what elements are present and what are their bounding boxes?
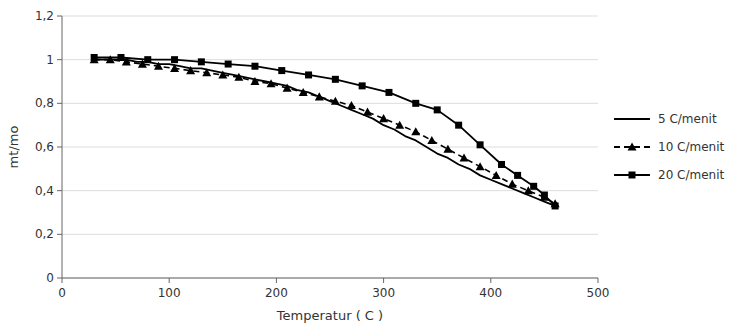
y-tick <box>57 16 62 17</box>
y-tick <box>57 103 62 104</box>
y-tick-label: 1,2 <box>35 9 54 23</box>
series-marker <box>106 55 115 63</box>
series-marker <box>332 76 339 83</box>
legend-marker <box>629 172 636 179</box>
series-line <box>94 60 555 204</box>
series-marker <box>283 84 292 92</box>
series-marker <box>251 63 258 70</box>
series-marker <box>508 180 517 188</box>
x-tick-label: 0 <box>58 286 66 300</box>
series-line <box>94 57 555 205</box>
grid-line <box>62 16 598 17</box>
x-tick <box>383 278 384 283</box>
series-marker <box>171 56 178 63</box>
x-tick <box>169 278 170 283</box>
series-marker <box>552 202 559 209</box>
legend-swatch <box>614 118 650 120</box>
series-marker <box>305 71 312 78</box>
series-marker <box>117 54 124 61</box>
x-axis-label: Temperatur ( C ) <box>276 308 383 323</box>
y-tick-label: 0,8 <box>35 96 54 110</box>
plot-area <box>90 54 560 209</box>
series-marker <box>455 122 462 129</box>
y-tick <box>57 278 62 279</box>
series-marker <box>299 88 308 96</box>
series-marker <box>250 77 259 85</box>
series-marker <box>476 162 485 170</box>
series-marker <box>395 121 404 129</box>
series-marker <box>170 64 179 72</box>
grid-line <box>62 147 598 148</box>
series-marker <box>218 70 227 78</box>
legend-label: 10 C/menit <box>658 140 725 154</box>
x-tick <box>62 278 63 283</box>
series-marker <box>379 114 388 122</box>
y-tick-label: 0,6 <box>35 140 54 154</box>
x-tick-label: 100 <box>158 286 181 300</box>
series-marker <box>202 68 211 76</box>
series-marker <box>154 62 163 70</box>
x-tick <box>490 278 491 283</box>
series-marker <box>198 58 205 65</box>
series-marker <box>427 136 436 144</box>
x-tick-label: 500 <box>587 286 610 300</box>
x-tick-label: 400 <box>479 286 502 300</box>
y-axis-label: mt/mo <box>6 126 21 169</box>
grid-line <box>62 278 598 279</box>
series-marker <box>359 82 366 89</box>
series-marker <box>412 100 419 107</box>
series-marker <box>347 101 356 109</box>
series-marker <box>363 108 372 116</box>
legend-label: 5 C/menit <box>658 112 717 126</box>
legend-marker <box>628 143 637 151</box>
legend-label: 20 C/menit <box>658 168 725 182</box>
y-tick-label: 0 <box>46 271 54 285</box>
series-marker <box>434 106 441 113</box>
series-marker <box>530 183 537 190</box>
x-axis-line <box>62 278 598 279</box>
series-marker <box>91 54 98 61</box>
series-marker <box>278 67 285 74</box>
grid-line <box>62 103 598 104</box>
x-tick-label: 300 <box>372 286 395 300</box>
axes: 0 0,2 0,4 0,6 0,8 1 1,2 0 100 200 300 400 500 <box>35 9 610 300</box>
y-tick <box>57 190 62 191</box>
x-tick <box>598 278 599 283</box>
x-tick <box>276 278 277 283</box>
y-tick-label: 1 <box>46 53 54 67</box>
series-marker <box>385 89 392 96</box>
series-marker <box>514 172 521 179</box>
series-line <box>94 60 555 206</box>
series-marker <box>315 92 324 100</box>
series-marker <box>460 153 469 161</box>
y-tick <box>57 234 62 235</box>
series-marker <box>331 97 340 105</box>
grid <box>62 16 598 278</box>
y-tick <box>57 147 62 148</box>
y-axis-line <box>62 16 63 278</box>
series-marker <box>498 161 505 168</box>
series-marker <box>443 145 452 153</box>
series-marker <box>186 66 195 74</box>
series-marker <box>234 73 243 81</box>
series-marker <box>225 61 232 68</box>
legend: 5 C/menit 10 C/menit 20 C/menit <box>614 112 725 182</box>
series-marker <box>144 56 151 63</box>
series-marker <box>267 79 276 87</box>
y-tick-label: 0,2 <box>35 227 54 241</box>
series-marker <box>541 192 548 199</box>
y-tick <box>57 59 62 60</box>
grid-line <box>62 234 598 235</box>
y-tick-label: 0,4 <box>35 184 54 198</box>
x-tick-label: 200 <box>265 286 288 300</box>
chart: 0 0,2 0,4 0,6 0,8 1 1,2 0 100 200 300 400 500 Tempera… <box>0 0 748 334</box>
series-marker <box>477 141 484 148</box>
series-marker <box>411 127 420 135</box>
series-marker <box>492 171 501 179</box>
